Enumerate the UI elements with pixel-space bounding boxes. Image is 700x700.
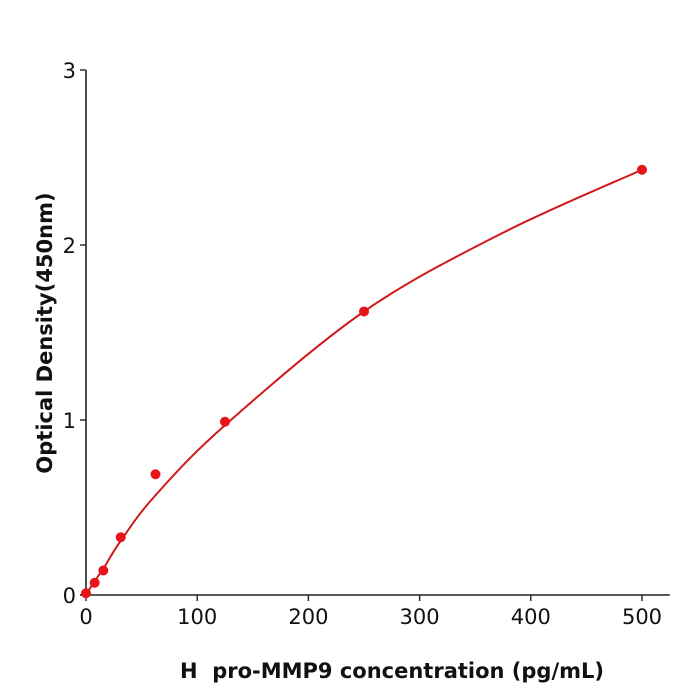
data-point	[150, 469, 161, 480]
y-tick-label: 2	[63, 234, 76, 258]
data-point	[637, 164, 647, 175]
data-point	[81, 588, 91, 599]
y-tick-label: 0	[63, 584, 76, 608]
x-tick-label: 500	[622, 605, 662, 629]
x-tick-label: 300	[400, 605, 440, 629]
x-tick-label: 400	[511, 605, 551, 629]
axes: 0 100 200 300 400 500 0 1 2 3	[63, 59, 670, 629]
x-axis-label: H pro-MMP9 concentration (pg/mL)	[180, 659, 604, 683]
fit-curve	[85, 168, 643, 596]
data-point	[115, 532, 126, 543]
data-point	[220, 416, 230, 427]
x-tick-label: 100	[177, 605, 217, 629]
x-tick-label: 200	[288, 605, 328, 629]
x-tick-label: 0	[79, 605, 92, 629]
data-point	[359, 306, 369, 317]
data-point	[98, 565, 109, 576]
data-point	[89, 577, 100, 588]
y-axis-label: Optical Density(450nm)	[33, 192, 57, 473]
data-points	[81, 164, 647, 599]
y-tick-label: 1	[63, 409, 76, 433]
y-tick-label: 3	[63, 59, 76, 83]
